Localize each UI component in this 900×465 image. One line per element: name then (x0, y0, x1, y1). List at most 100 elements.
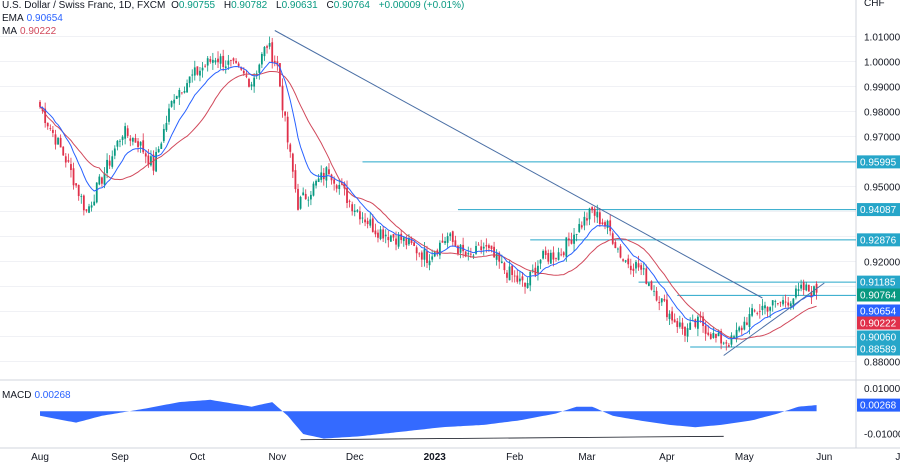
candle-body (258, 64, 261, 73)
price-badge-text: 0.90060 (860, 333, 897, 344)
candle-body (204, 65, 207, 67)
change-value: +0.00009 (+0.01%) (378, 0, 465, 11)
candle-body (640, 265, 643, 270)
macd-legend[interactable]: MACD 0.00268 (2, 390, 71, 402)
candle-body (449, 233, 452, 237)
macd-tick-label: 0.01000 (864, 384, 900, 395)
price-badge-text: 0.90764 (860, 291, 897, 302)
candle-body (779, 301, 782, 303)
candle-body (681, 322, 684, 329)
price-badge (857, 316, 900, 330)
candle-body (291, 153, 294, 172)
candle-body (41, 109, 44, 112)
candle-body (717, 332, 720, 337)
candle-body (173, 99, 176, 104)
candle-body (134, 137, 137, 143)
candle-body (72, 168, 75, 186)
candle-body (733, 336, 735, 338)
candle-body (188, 76, 191, 84)
candle-body (359, 211, 361, 220)
candle-body (410, 239, 413, 243)
candle-body (168, 108, 170, 122)
candle-body (526, 283, 529, 288)
time-tick-label: May (735, 452, 754, 463)
candle-body (480, 246, 483, 251)
candle-body (622, 259, 624, 261)
close-value: 0.90764 (333, 0, 370, 11)
candle-body (544, 250, 547, 255)
ema-value: 0.90654 (26, 13, 63, 24)
candle-body (725, 342, 728, 344)
candle-body (95, 182, 98, 203)
candle-body (795, 288, 797, 298)
candle-body (196, 66, 199, 75)
ma-line (39, 71, 817, 340)
candle-body (715, 333, 717, 338)
candle-body (379, 229, 382, 239)
level-badge (857, 203, 900, 217)
candle-body (271, 42, 274, 63)
candle-body (588, 208, 591, 220)
candle-body (299, 196, 302, 209)
candle-body (678, 322, 681, 327)
candle-body (371, 218, 374, 232)
candle-body (178, 89, 181, 98)
ema-legend[interactable]: EMA 0.90654 (2, 13, 63, 25)
candle-body (441, 240, 444, 243)
candle-body (570, 239, 573, 244)
candle-body (333, 179, 336, 184)
price-tick-label: 0.92000 (864, 257, 900, 268)
candle-body (614, 242, 617, 249)
candle-body (232, 58, 235, 61)
candle-body (242, 70, 245, 74)
macd-area-fill (40, 399, 817, 439)
price-tick-label: 1.01000 (864, 32, 900, 43)
candle-body (52, 129, 54, 133)
candle-body (93, 201, 96, 206)
candle-body (129, 138, 132, 141)
candle-body (250, 84, 253, 87)
candle-body (59, 137, 62, 148)
candle-body (64, 156, 67, 163)
candle-body (82, 195, 85, 211)
candle-body (144, 153, 147, 157)
candle-body (606, 220, 609, 228)
candle-body (668, 313, 671, 320)
candle-body (694, 319, 697, 327)
candle-body (617, 248, 619, 250)
candle-body (469, 253, 472, 255)
candle-body (222, 55, 225, 67)
candle-body (660, 298, 663, 303)
candle-body (423, 249, 426, 260)
candle-body (676, 321, 679, 328)
symbol-title[interactable]: U.S. Dollar / Swiss Franc, 1D, FXCM (2, 0, 166, 11)
candle-body (70, 164, 72, 171)
candle-body (224, 66, 227, 68)
ma-legend[interactable]: MA 0.90222 (2, 26, 56, 38)
candle-body (766, 306, 769, 312)
candle-body (761, 305, 764, 311)
candle-body (170, 101, 173, 107)
candle-body (348, 200, 351, 202)
candle-body (807, 284, 810, 292)
candle-body (382, 229, 385, 239)
candle-body (446, 236, 449, 243)
price-badge-text: 0.88589 (860, 345, 897, 356)
candle-body (322, 172, 325, 180)
moving-average-lines (39, 61, 817, 340)
candle-body (444, 241, 446, 244)
candle-body (431, 256, 434, 260)
candle-body (286, 116, 289, 143)
candle-body (366, 220, 369, 225)
candle-body (418, 253, 421, 255)
candle-body (338, 184, 341, 190)
candle-body (596, 211, 599, 218)
candle-body (201, 67, 204, 71)
candle-body (632, 268, 635, 271)
macd-badge (857, 398, 900, 412)
candle-body (549, 252, 552, 264)
candle-body (539, 259, 542, 264)
candle-body (645, 268, 648, 284)
price-tick-label: 0.98000 (864, 107, 900, 118)
